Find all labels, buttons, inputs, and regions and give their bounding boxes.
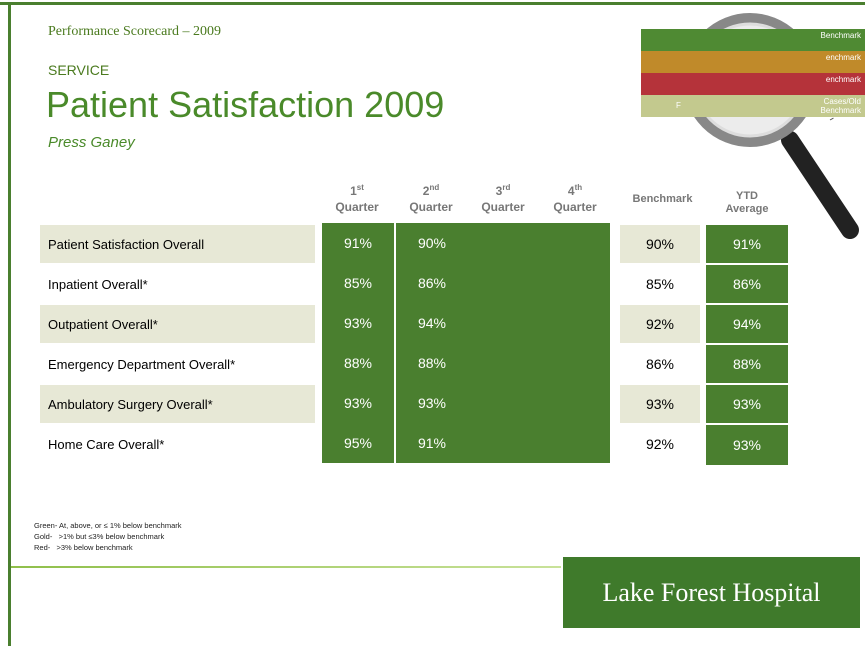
divider [11, 566, 561, 568]
quarter-cell [468, 383, 540, 423]
row-label: Inpatient Overall* [40, 265, 315, 303]
ytd-cell: 86% [706, 265, 788, 303]
header-text: rd [502, 183, 510, 192]
header-text: Quarter [335, 200, 378, 214]
quarter-cell: 85% [322, 263, 394, 303]
ytd-cell: 88% [706, 345, 788, 383]
title: Patient Satisfaction 2009 [46, 84, 444, 126]
header-text: 4 [568, 184, 575, 198]
footnote: Gold- >1% but ≤3% below benchmark [34, 532, 164, 541]
benchmark-cell: 90% [620, 225, 700, 263]
quarter-cell [468, 423, 540, 463]
quarter-cell: 91% [322, 223, 394, 263]
quarter-cell: 93% [322, 303, 394, 343]
footnote: Red- >3% below benchmark [34, 543, 133, 552]
quarter-header: 1st Quarter [322, 180, 392, 215]
quarter-cell [468, 343, 540, 383]
subtitle: Press Ganey [48, 134, 135, 151]
ytd-cell: 93% [706, 385, 788, 423]
header-text: nd [429, 183, 439, 192]
quarter-cell [540, 263, 610, 303]
legend-row: Benchmark [641, 29, 865, 51]
quarter-header: 4th Quarter [540, 180, 610, 215]
row-label: Patient Satisfaction Overall [40, 225, 315, 263]
legend-text: enchmark [801, 53, 861, 62]
left-rule [8, 2, 11, 646]
row-label: Ambulatory Surgery Overall* [40, 385, 315, 423]
section: SERVICE [48, 62, 109, 78]
quarter-cell: 93% [322, 383, 394, 423]
benchmark-cell: 93% [620, 385, 700, 423]
row-label: Emergency Department Overall* [40, 345, 315, 383]
legend-text: Benchmark [801, 31, 861, 40]
quarter-cell [540, 423, 610, 463]
benchmark-cell: 92% [620, 305, 700, 343]
row-label: Home Care Overall* [40, 425, 315, 463]
quarter-cell [540, 223, 610, 263]
quarter-cell: 94% [396, 303, 468, 343]
quarter-cell: 90% [396, 223, 468, 263]
header-text: st [357, 183, 364, 192]
quarter-cell: 93% [396, 383, 468, 423]
quarter-cell: 88% [322, 343, 394, 383]
header-text: Quarter [481, 200, 524, 214]
legend-text: Cases/Old Benchmark [801, 97, 861, 115]
header-text: YTD [706, 190, 788, 203]
quarter-cell [540, 383, 610, 423]
handle [790, 140, 850, 230]
legend-row: Cases/Old Benchmark F [641, 95, 865, 117]
header-text: th [575, 183, 583, 192]
ytd-cell: 94% [706, 305, 788, 343]
header-text: Average [706, 203, 788, 216]
legend-row: enchmark [641, 73, 865, 95]
benchmark-cell: 86% [620, 345, 700, 383]
logo: Lake Forest Hospital [563, 557, 860, 628]
slide: Performance Scorecard – 2009 SERVICE Pat… [0, 0, 865, 646]
header-text: Quarter [553, 200, 596, 214]
quarter-cell: 91% [396, 423, 468, 463]
legend-text: F [676, 101, 681, 110]
ytd-cell: 93% [706, 425, 788, 465]
benchmark-cell: 92% [620, 425, 700, 463]
row-label: Outpatient Overall* [40, 305, 315, 343]
ytd-cell: 91% [706, 225, 788, 263]
quarter-cell [468, 223, 540, 263]
quarter-cell: 86% [396, 263, 468, 303]
kicker: Performance Scorecard – 2009 [48, 24, 221, 40]
quarter-cell [468, 263, 540, 303]
quarter-cell: 88% [396, 343, 468, 383]
header-text: Quarter [409, 200, 452, 214]
quarter-cell [540, 303, 610, 343]
quarter-cell [540, 343, 610, 383]
benchmark-header: Benchmark [615, 191, 710, 207]
legend-text: enchmark [801, 75, 861, 84]
footnote: Green- At, above, or ≤ 1% below benchmar… [34, 521, 182, 530]
legend-row: enchmark [641, 51, 865, 73]
quarter-cell [468, 303, 540, 343]
quarter-cell: 95% [322, 423, 394, 463]
header-text: 1 [350, 184, 357, 198]
benchmark-cell: 85% [620, 265, 700, 303]
